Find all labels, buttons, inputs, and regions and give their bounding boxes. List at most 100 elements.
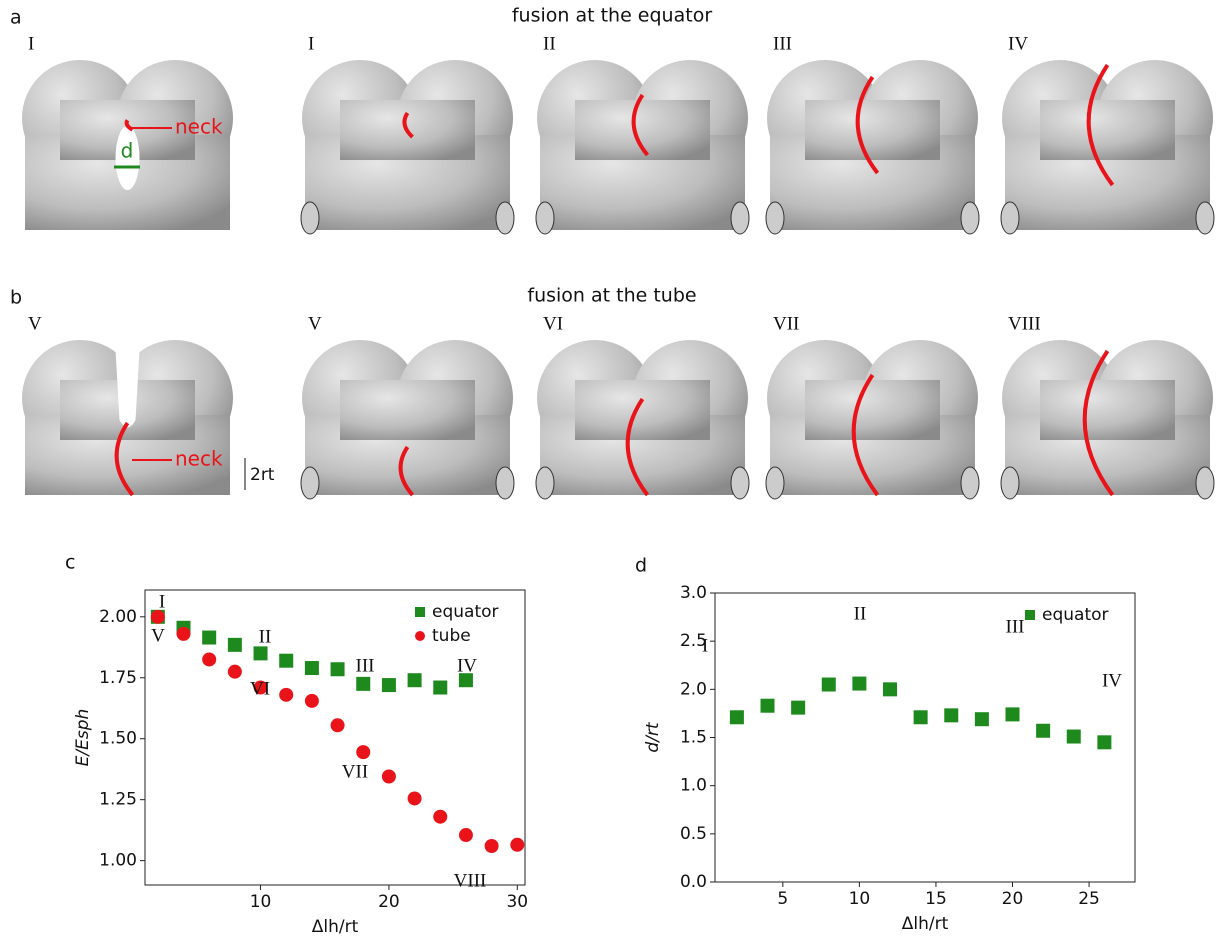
marker (330, 662, 345, 677)
stage-label: VI (543, 313, 563, 334)
panel-label: d (635, 555, 647, 577)
neck-line (1086, 63, 1115, 187)
x-tick-label: 5 (777, 889, 788, 909)
marker (852, 676, 867, 691)
marker (1066, 729, 1081, 744)
y-tick-label: 2.0 (680, 679, 707, 699)
neck-line (851, 373, 880, 497)
point-annotation: IV (1102, 670, 1122, 691)
stage-label: VIII (1008, 313, 1041, 334)
stage-label: I (28, 33, 34, 54)
panel-label: a (10, 7, 22, 29)
tube-end (535, 201, 555, 235)
tube-end (1195, 466, 1215, 500)
marker (356, 676, 371, 691)
legend-label: equator (1042, 605, 1109, 625)
stage-label: I (308, 33, 314, 54)
marker (883, 682, 898, 697)
y-tick-label: 0.0 (680, 872, 707, 892)
stage-label: IV (1008, 33, 1028, 54)
x-axis-label: Δlh/rt (902, 914, 949, 934)
marker (176, 626, 191, 641)
legend-marker (415, 607, 425, 617)
marker (202, 652, 217, 667)
marker (433, 680, 448, 695)
axes-frame (144, 589, 526, 886)
neck-label: neck (175, 115, 223, 139)
neck-line (114, 421, 135, 497)
body (340, 380, 475, 440)
tube-end (1000, 201, 1020, 235)
marker (202, 630, 217, 645)
x-tick-label: 20 (1002, 889, 1024, 909)
shape (535, 340, 750, 500)
y-tick-label: 1.5 (680, 728, 707, 748)
shape (300, 60, 515, 235)
marker (304, 693, 319, 708)
marker (356, 745, 371, 760)
marker (330, 718, 345, 733)
point-annotation: II (854, 603, 867, 624)
marker (510, 837, 525, 852)
marker (433, 809, 448, 824)
x-tick-label: 30 (506, 892, 528, 912)
shape (1000, 340, 1215, 500)
x-tick-label: 10 (250, 892, 272, 912)
point-annotation: V (151, 625, 165, 646)
legend-marker (415, 631, 425, 641)
stage-label: II (543, 33, 556, 54)
marker (279, 653, 294, 668)
stage-label: V (308, 313, 322, 334)
panel-title: fusion at the tube (527, 285, 696, 307)
marker (304, 661, 319, 676)
point-annotation: I (702, 635, 708, 656)
marker (791, 700, 806, 715)
y-tick-label: 1.0 (680, 776, 707, 796)
tube-end (960, 201, 980, 235)
gap (115, 350, 140, 428)
point-annotation: VIII (454, 870, 487, 891)
point-annotation: III (1006, 616, 1025, 637)
tube-end (960, 466, 980, 500)
marker (760, 698, 775, 713)
marker (407, 791, 422, 806)
shape (765, 340, 980, 500)
neck-line (631, 93, 650, 157)
tube-end (730, 201, 750, 235)
y-tick-label: 1.25 (99, 790, 137, 810)
body (1040, 380, 1175, 440)
legend-marker (1025, 610, 1035, 620)
tube-end (765, 201, 785, 235)
marker (1036, 723, 1051, 738)
point-annotation: IV (457, 655, 477, 676)
shape (765, 60, 980, 235)
shape (300, 340, 515, 500)
neck-line (398, 445, 415, 497)
neck-line (124, 119, 134, 132)
x-tick-label: 25 (1078, 889, 1100, 909)
panel-title: fusion at the equator (512, 5, 712, 27)
y-tick-label: 0.5 (680, 824, 707, 844)
marker (279, 687, 294, 702)
tube-end (730, 466, 750, 500)
point-annotation: III (356, 655, 375, 676)
body (575, 380, 710, 440)
body (1040, 100, 1175, 160)
x-tick-label: 10 (849, 889, 871, 909)
stage-label: V (28, 313, 42, 334)
marker (150, 609, 165, 624)
tube-end (495, 466, 515, 500)
tube-end (1000, 466, 1020, 500)
point-annotation: I (159, 591, 165, 612)
x-tick-label: 20 (378, 892, 400, 912)
y-tick-label: 1.00 (99, 851, 137, 871)
y-tick-label: 2.5 (680, 631, 707, 651)
legend-label: tube (432, 626, 471, 646)
shape (22, 340, 233, 497)
marker (913, 710, 928, 725)
marker (227, 637, 242, 652)
marker (974, 712, 989, 727)
tube-end (765, 466, 785, 500)
neck-line (1082, 349, 1115, 497)
